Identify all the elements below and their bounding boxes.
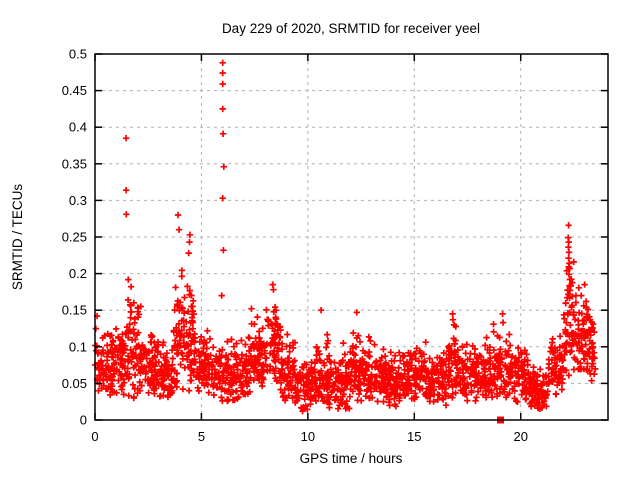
scatter-plus-markers	[92, 59, 599, 415]
plot-frame-and-ticks	[94, 53, 609, 421]
x-tick-label: 15	[407, 429, 421, 444]
tick-labels: 0 5 10 15 20 0 0.05 0.1 0.15 0.2 0.25 0.3 0.35 0.4 0.4…	[62, 47, 528, 445]
x-tick-label: 5	[198, 429, 205, 444]
chart-title: Day 229 of 2020, SRMTID for receiver yee…	[222, 21, 480, 36]
y-tick-label: 0.45	[62, 83, 87, 98]
y-tick-label: 0.1	[69, 339, 87, 354]
y-tick-label: 0.3	[69, 193, 87, 208]
y-tick-label: 0.35	[62, 156, 87, 171]
x-axis-label: GPS time / hours	[300, 451, 403, 466]
y-tick-label: 0.5	[69, 47, 87, 62]
y-tick-label: 0	[80, 413, 87, 428]
y-tick-label: 0.2	[69, 266, 87, 281]
y-tick-label: 0.25	[62, 230, 87, 245]
x-tick-label: 20	[513, 429, 527, 444]
x-tick-label: 10	[301, 429, 315, 444]
y-axis-label: SRMTID / TECUs	[10, 184, 25, 291]
x-tick-label: 0	[91, 429, 98, 444]
y-tick-label: 0.4	[69, 120, 87, 135]
y-tick-label: 0.05	[62, 376, 87, 391]
y-tick-label: 0.15	[62, 303, 87, 318]
